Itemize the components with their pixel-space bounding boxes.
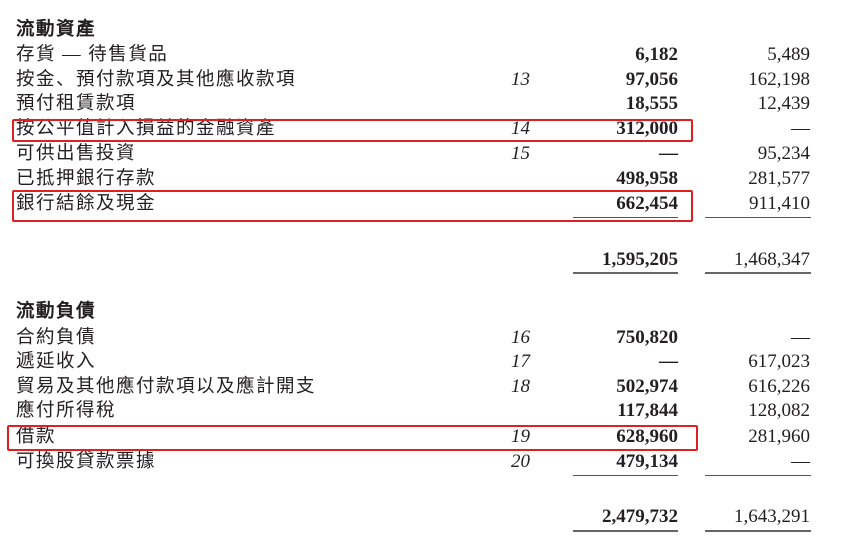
current-year-value: 662,454 — [616, 193, 678, 214]
prior-year-value: 5,489 — [767, 44, 810, 65]
total-row: 1,595,205 1,468,347 — [0, 248, 865, 272]
current-year-value: 750,820 — [616, 327, 678, 348]
current-subtotal-rule — [573, 475, 678, 476]
note-number: 20 — [511, 451, 530, 472]
total-row: 2,479,732 1,643,291 — [0, 505, 865, 529]
table-row: 可換股貸款票據 20 479,134 — — [0, 450, 865, 474]
table-row: 按金、預付款項及其他應收款項 13 97,056 162,198 — [0, 68, 865, 92]
row-label: 可換股貸款票據 — [16, 452, 157, 472]
table-row: 已抵押銀行存款 498,958 281,577 — [0, 167, 865, 191]
row-label: 應付所得稅 — [16, 401, 117, 421]
prior-subtotal-rule — [705, 217, 811, 218]
table-row: 遞延收入 17 — 617,023 — [0, 350, 865, 374]
table-row: 合約負債 16 750,820 — — [0, 326, 865, 350]
current-year-value: 117,844 — [617, 400, 678, 421]
current-total-rule — [573, 272, 678, 274]
row-label: 貿易及其他應付款項以及應計開支 — [16, 377, 317, 397]
current-total-rule — [573, 530, 678, 532]
total-prior-value: 1,468,347 — [734, 249, 810, 270]
row-label: 銀行結餘及現金 — [16, 194, 157, 214]
current-year-value: 502,974 — [616, 376, 678, 397]
prior-year-value: 95,234 — [757, 143, 810, 164]
note-number: 14 — [511, 118, 530, 139]
table-row: 貿易及其他應付款項以及應計開支 18 502,974 616,226 — [0, 375, 865, 399]
note-number: 16 — [511, 327, 530, 348]
row-label: 合約負債 — [16, 328, 97, 348]
highlight-box — [12, 190, 693, 222]
highlight-box — [12, 119, 693, 142]
row-label: 按金、預付款項及其他應收款項 — [16, 70, 297, 90]
prior-year-value: 128,082 — [748, 400, 810, 421]
highlight-box — [7, 425, 698, 451]
total-current-value: 1,595,205 — [602, 249, 678, 270]
table-row: 應付所得稅 117,844 128,082 — [0, 399, 865, 423]
table-row: 預付租賃款項 18,555 12,439 — [0, 92, 865, 116]
prior-year-value: 617,023 — [748, 351, 810, 372]
prior-year-value: 281,960 — [748, 426, 810, 447]
section-heading-row: 流動負債 — [0, 300, 865, 324]
row-label: 預付租賃款項 — [16, 94, 137, 114]
prior-year-value: 281,577 — [748, 168, 810, 189]
current-year-value: 312,000 — [616, 118, 678, 139]
current-year-value: — — [659, 143, 678, 164]
row-label: 借款 — [16, 427, 57, 447]
section-heading-row: 流動資產 — [0, 18, 865, 42]
current-year-value: 6,182 — [635, 44, 678, 65]
row-label: 已抵押銀行存款 — [16, 169, 157, 189]
row-label: 存貨 — 待售貨品 — [16, 45, 169, 65]
table-row: 按公平值計入損益的金融資產 14 312,000 — — [0, 117, 865, 141]
note-number: 19 — [511, 426, 530, 447]
prior-year-value: — — [791, 118, 810, 139]
note-number: 17 — [511, 351, 530, 372]
current-year-value: — — [659, 351, 678, 372]
current-subtotal-rule — [573, 217, 678, 218]
section-heading: 流動負債 — [16, 302, 97, 322]
prior-total-rule — [705, 272, 811, 274]
current-year-value: 479,134 — [616, 451, 678, 472]
prior-year-value: 12,439 — [757, 93, 810, 114]
current-year-value: 498,958 — [616, 168, 678, 189]
note-number: 13 — [511, 69, 530, 90]
total-prior-value: 1,643,291 — [734, 506, 810, 527]
note-number: 15 — [511, 143, 530, 164]
section-heading: 流動資產 — [16, 20, 97, 40]
table-row: 可供出售投資 15 — 95,234 — [0, 142, 865, 166]
table-row: 存貨 — 待售貨品 6,182 5,489 — [0, 43, 865, 67]
row-label: 遞延收入 — [16, 352, 97, 372]
row-label: 可供出售投資 — [16, 144, 137, 164]
prior-year-value: — — [791, 327, 810, 348]
table-row: 借款 19 628,960 281,960 — [0, 425, 865, 449]
row-label: 按公平值計入損益的金融資產 — [16, 119, 277, 139]
current-year-value: 97,056 — [625, 69, 678, 90]
prior-subtotal-rule — [705, 475, 811, 476]
prior-year-value: — — [791, 451, 810, 472]
note-number: 18 — [511, 376, 530, 397]
prior-year-value: 911,410 — [748, 193, 810, 214]
prior-year-value: 616,226 — [748, 376, 810, 397]
current-year-value: 628,960 — [616, 426, 678, 447]
prior-total-rule — [705, 530, 811, 532]
prior-year-value: 162,198 — [748, 69, 810, 90]
current-year-value: 18,555 — [625, 93, 678, 114]
total-current-value: 2,479,732 — [602, 506, 678, 527]
table-row: 銀行結餘及現金 662,454 911,410 — [0, 192, 865, 216]
